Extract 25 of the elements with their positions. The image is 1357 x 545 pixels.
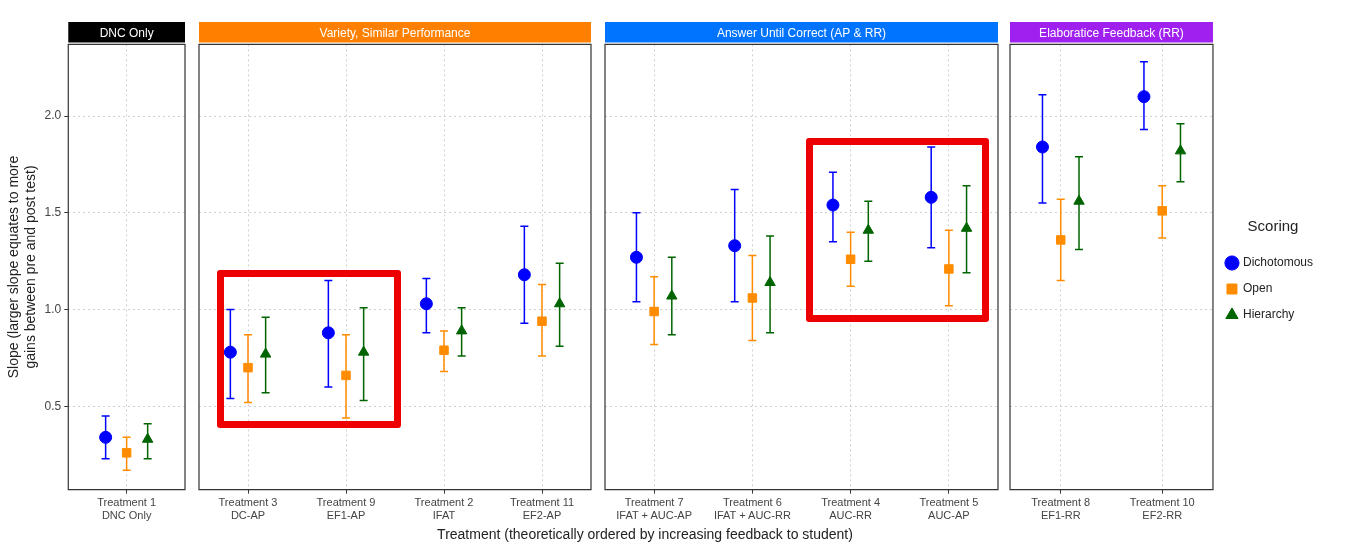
- x-axis-title: Treatment (theoretically ordered by increasing feedback to student): [436, 526, 854, 542]
- x-tick-label: Treatment 5 AUC-AP: [919, 496, 979, 522]
- chart-title: Elaboratice Feedback (RR): [1039, 25, 1184, 40]
- y-tick-label: 1.5: [44, 205, 62, 220]
- x-tick-label: Treatment 4 AUC-RR: [821, 496, 881, 522]
- x-tick-label: Treatment 8 EF1-RR: [1031, 496, 1091, 522]
- x-tick-label: Treatment 6 IFAT + AUC-RR: [713, 496, 791, 522]
- chart-title: Variety, Similar Performance: [319, 25, 471, 40]
- x-tick-label: Treatment 7 IFAT + AUC-AP: [616, 496, 692, 522]
- legend-title: Scoring: [1247, 216, 1299, 234]
- legend-label: Hierarchy: [1242, 307, 1305, 322]
- legend-label: Dichotomous: [1242, 255, 1324, 270]
- chart-title: Answer Until Correct (AP & RR): [716, 25, 887, 40]
- legend-label: Open: [1242, 281, 1283, 296]
- x-tick-label: Treatment 11 EF2-AP: [509, 496, 575, 522]
- y-tick-label: 1.0: [44, 301, 62, 316]
- chart-title: DNC Only: [99, 25, 154, 40]
- x-tick-label: Treatment 3 DC-AP: [218, 496, 278, 522]
- x-tick-label: Treatment 2 IFAT: [414, 496, 474, 522]
- y-axis-title: Slope (larger slope equates to more gains between pre and post test): [5, 155, 39, 379]
- y-tick-label: 2.0: [44, 108, 62, 123]
- x-tick-label: Treatment 10 EF2-RR: [1129, 496, 1195, 522]
- y-tick-label: 0.5: [44, 398, 62, 413]
- x-tick-label: Treatment 1 DNC Only: [97, 496, 157, 522]
- x-tick-label: Treatment 9 EF1-AP: [316, 496, 376, 522]
